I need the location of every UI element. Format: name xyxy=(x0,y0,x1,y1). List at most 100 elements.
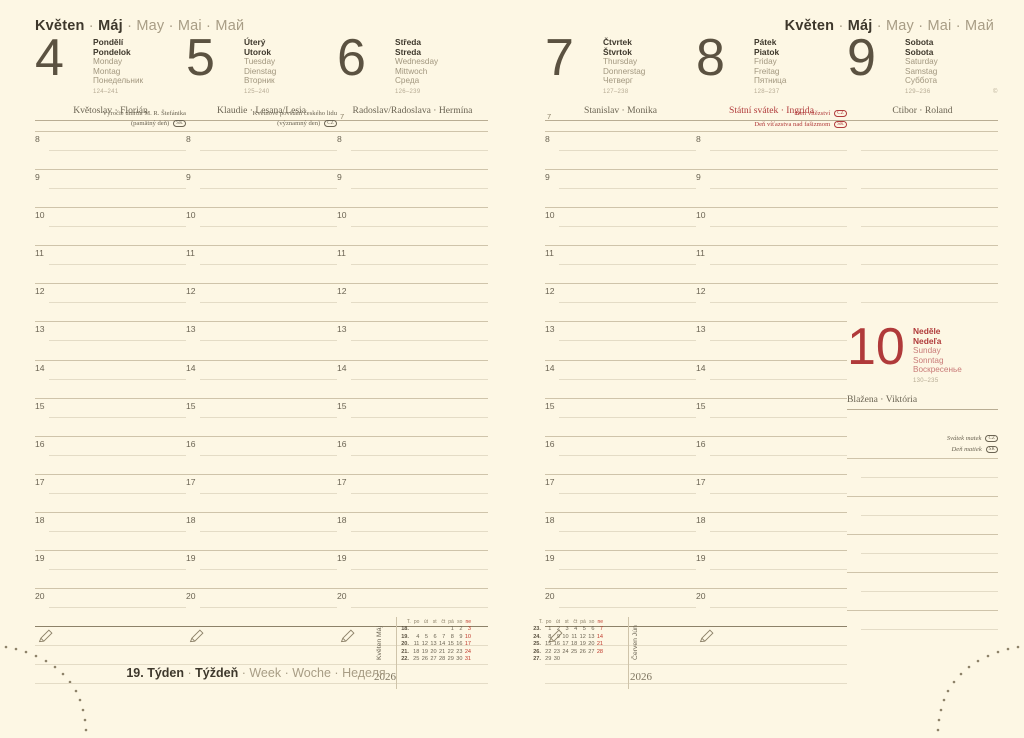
blank-slot[interactable] xyxy=(847,169,998,207)
day-column-8[interactable]: 8 Pátek Piatok Friday Freitag Пятница 12… xyxy=(696,32,847,121)
mini-day-22[interactable]: 22 xyxy=(545,648,552,655)
mini-day-27[interactable]: 27 xyxy=(588,648,595,655)
hour-slot-16[interactable]: 16 xyxy=(545,435,696,474)
mini-day-7[interactable]: 7 xyxy=(442,633,446,640)
hour-slot-10[interactable]: 10 xyxy=(337,207,488,245)
hour-slot-11[interactable]: 11 xyxy=(545,245,696,283)
writing-lines-9[interactable] xyxy=(847,131,998,321)
mini-day-10[interactable]: 10 xyxy=(562,633,569,640)
hour-slot-9[interactable]: 9 xyxy=(696,169,847,207)
mini-day-24[interactable]: 24 xyxy=(464,648,472,655)
notes-area-2[interactable] xyxy=(186,664,337,702)
mini-day-13[interactable]: 13 xyxy=(588,633,595,640)
hour-slot-11[interactable]: 11 xyxy=(337,245,488,283)
mini-day-8[interactable]: 8 xyxy=(450,633,454,640)
hour-slot-16[interactable]: 16 xyxy=(337,435,488,474)
hour-slot-18[interactable]: 18 xyxy=(35,511,186,550)
hour-slot-9[interactable]: 9 xyxy=(186,169,337,207)
mini-day-30[interactable]: 30 xyxy=(456,656,463,663)
mini-day-22[interactable]: 22 xyxy=(447,648,454,655)
day-column-5[interactable]: 5 Úterý Utorok Tuesday Dienstag Вторник … xyxy=(186,32,337,121)
mini-day-15[interactable]: 15 xyxy=(545,641,552,648)
hour-slot-15[interactable]: 15 xyxy=(545,397,696,436)
mini-week-row[interactable]: 24. 8 9 10 11 12 13 14 xyxy=(532,634,604,641)
hour-slot-12[interactable]: 12 xyxy=(186,283,337,321)
hour-slot-15[interactable]: 15 xyxy=(696,397,847,436)
mini-day-14[interactable]: 14 xyxy=(596,633,604,640)
mini-day-3[interactable]: 3 xyxy=(565,626,569,633)
hour-slot-9[interactable]: 9 xyxy=(545,169,696,207)
hour-slot-19[interactable]: 19 xyxy=(35,550,186,588)
mini-day-29[interactable]: 29 xyxy=(447,656,454,663)
blank-slot[interactable] xyxy=(847,572,998,610)
hour-slot-11[interactable]: 11 xyxy=(186,245,337,283)
hour-slot-20[interactable]: 20 xyxy=(337,588,488,626)
hour-grid-8[interactable]: 8 9 10 11 12 13 14 15 16 17 18 19 20 xyxy=(696,131,847,702)
notes-area-2[interactable] xyxy=(337,664,488,702)
hour-slot-14[interactable]: 14 xyxy=(545,359,696,398)
notes-area[interactable] xyxy=(545,626,696,664)
hour-slot-14[interactable]: 14 xyxy=(696,359,847,398)
mini-day-7[interactable]: 7 xyxy=(599,626,604,633)
writing-lines-10[interactable] xyxy=(847,458,998,648)
blank-slot[interactable] xyxy=(847,610,998,648)
mini-day-31[interactable]: 31 xyxy=(464,656,472,663)
day-column-6[interactable]: 6 Středa Streda Wednesday Mittwoch Среда… xyxy=(337,32,488,121)
mini-day-13[interactable]: 13 xyxy=(430,641,437,648)
hour-slot-9[interactable]: 9 xyxy=(337,169,488,207)
hour-slot-19[interactable]: 19 xyxy=(337,550,488,588)
blank-slot[interactable] xyxy=(847,131,998,169)
hour-slot-15[interactable]: 15 xyxy=(35,397,186,436)
hour-slot-10[interactable]: 10 xyxy=(186,207,337,245)
mini-week-row[interactable]: 20. 11 12 13 14 15 16 17 xyxy=(400,641,472,648)
mini-day-26[interactable]: 26 xyxy=(421,656,428,663)
mini-day-20[interactable]: 20 xyxy=(588,641,595,648)
hour-slot-17[interactable]: 17 xyxy=(696,473,847,512)
notes-area[interactable] xyxy=(186,626,337,664)
mini-week-row[interactable]: 23. 1 2 3 4 5 6 7 xyxy=(532,626,604,633)
mini-day-9[interactable]: 9 xyxy=(459,633,463,640)
notes-area-2[interactable] xyxy=(545,664,696,702)
hour-grid-6[interactable]: 8 9 10 11 12 13 14 15 16 17 18 19 20 xyxy=(337,131,488,702)
mini-day-12[interactable]: 12 xyxy=(579,633,586,640)
notes-area[interactable] xyxy=(337,626,488,664)
mini-day-15[interactable]: 15 xyxy=(447,641,454,648)
blank-slot[interactable] xyxy=(847,283,998,321)
notes-area-2[interactable] xyxy=(696,664,847,702)
hour-slot-15[interactable]: 15 xyxy=(337,397,488,436)
mini-day-26[interactable]: 26 xyxy=(579,648,586,655)
mini-day-5[interactable]: 5 xyxy=(582,626,586,633)
day-column-4[interactable]: 4 Pondělí Pondelok Monday Montag Понедел… xyxy=(35,32,186,121)
mini-day-16[interactable]: 16 xyxy=(553,641,560,648)
mini-day-2[interactable]: 2 xyxy=(459,626,463,633)
hour-slot-10[interactable]: 10 xyxy=(696,207,847,245)
hour-slot-11[interactable]: 11 xyxy=(35,245,186,283)
mini-day-4[interactable]: 4 xyxy=(574,626,578,633)
blank-slot[interactable] xyxy=(847,496,998,534)
mini-day-3[interactable]: 3 xyxy=(467,626,472,633)
hour-grid-4[interactable]: 8 9 10 11 12 13 14 15 16 17 18 19 20 xyxy=(35,131,186,702)
mini-day-12[interactable]: 12 xyxy=(421,641,428,648)
mini-week-row[interactable]: 22. 25 26 27 28 29 30 31 xyxy=(400,656,472,663)
mini-day-4[interactable]: 4 xyxy=(416,633,420,640)
hour-slot-19[interactable]: 19 xyxy=(696,550,847,588)
hour-slot-12[interactable]: 12 xyxy=(337,283,488,321)
mini-day-10[interactable]: 10 xyxy=(464,633,472,640)
mini-day-29[interactable]: 29 xyxy=(545,656,552,663)
mini-day-21[interactable]: 21 xyxy=(596,641,604,648)
hour-slot-20[interactable]: 20 xyxy=(545,588,696,626)
mini-day-28[interactable]: 28 xyxy=(438,656,446,663)
blank-slot[interactable] xyxy=(847,207,998,245)
hour-slot-15[interactable]: 15 xyxy=(186,397,337,436)
mini-day-28[interactable]: 28 xyxy=(596,648,604,655)
hour-slot-17[interactable]: 17 xyxy=(35,473,186,512)
notes-area-2[interactable] xyxy=(35,664,186,702)
mini-day-11[interactable]: 11 xyxy=(413,641,420,648)
hour-slot-8[interactable]: 8 xyxy=(35,131,186,169)
mini-week-row[interactable]: 26. 22 23 24 25 26 27 28 xyxy=(532,649,604,656)
hour-slot-16[interactable]: 16 xyxy=(35,435,186,474)
mini-day-19[interactable]: 19 xyxy=(579,641,586,648)
mini-day-1[interactable]: 1 xyxy=(450,626,454,633)
hour-slot-14[interactable]: 14 xyxy=(337,359,488,398)
hour-slot-13[interactable]: 13 xyxy=(35,321,186,359)
